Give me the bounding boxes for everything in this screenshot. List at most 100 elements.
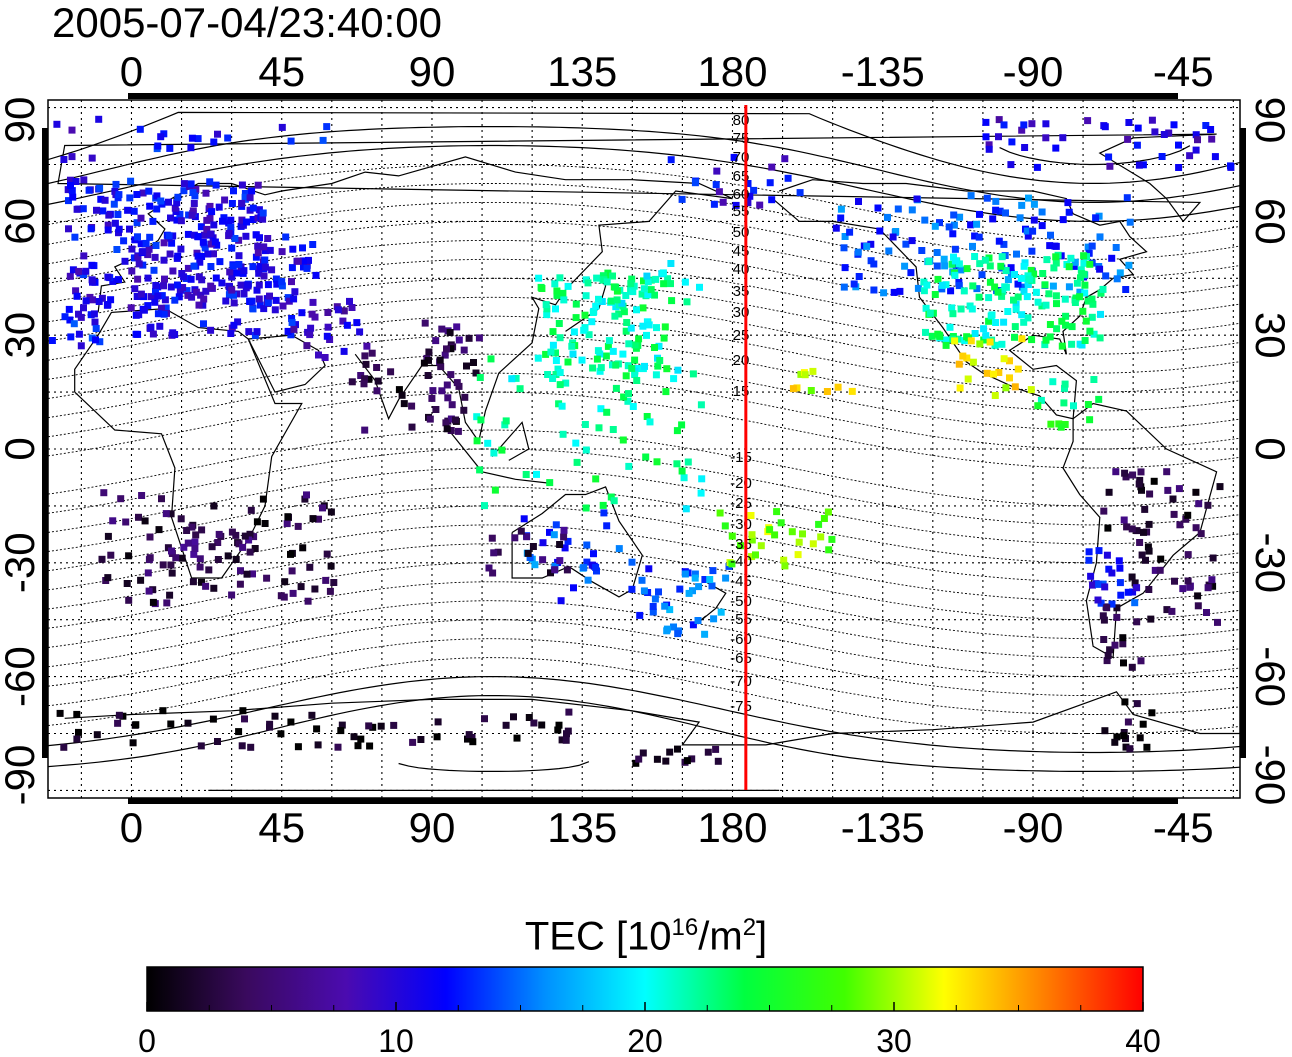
tec-cell [1133, 618, 1141, 626]
colorbar-tick-label: 40 [1125, 1023, 1161, 1057]
tec-cell [644, 291, 652, 299]
tec-cell [1136, 539, 1144, 546]
tec-cell [553, 291, 561, 299]
tec-cell [750, 186, 758, 194]
tec-cell [622, 327, 630, 335]
tec-cell [508, 375, 516, 383]
tec-cell [312, 271, 320, 279]
mag-contour [48, 391, 1240, 469]
tec-cell [166, 591, 174, 599]
tec-cell [942, 341, 950, 349]
tec-cell [846, 228, 854, 236]
tec-cell [1099, 285, 1107, 293]
tec-cell [543, 311, 551, 319]
tec-cell [306, 563, 314, 571]
tec-cell [1020, 287, 1028, 295]
tec-cell [625, 462, 633, 470]
tec-cell [261, 263, 269, 271]
tec-cell [1143, 743, 1151, 751]
tec-cell [283, 520, 291, 528]
contour-label: -60 [730, 631, 752, 648]
tec-cell [756, 201, 764, 209]
tec-cell [651, 595, 659, 603]
tec-cell [975, 293, 983, 301]
tec-cell [60, 743, 68, 751]
x-tick-label-bottom: -135 [841, 804, 925, 851]
tec-cell [551, 280, 559, 288]
tec-cell [127, 177, 135, 185]
tec-cell [1148, 709, 1156, 717]
tec-cell [1194, 592, 1202, 600]
tec-cell [188, 134, 196, 142]
tec-cell [538, 721, 546, 729]
tec-cell [154, 142, 162, 150]
tec-cell [1023, 227, 1031, 235]
tec-cell [1030, 200, 1038, 208]
tec-cell [593, 274, 601, 282]
tec-cell [781, 155, 789, 163]
x-tick-label-bottom: -90 [1003, 804, 1064, 851]
tec-cell [255, 295, 263, 303]
mag-contour [48, 239, 1240, 317]
tec-cell [243, 218, 250, 226]
tec-cell [1133, 141, 1141, 149]
tec-cell [748, 531, 756, 539]
x-tick-label-top: 0 [120, 48, 143, 95]
tec-cell [625, 390, 632, 398]
tec-cell [1024, 232, 1032, 240]
tec-cell [200, 231, 208, 239]
tec-cell [1096, 233, 1104, 241]
tec-cell [443, 425, 451, 433]
tec-cell [1105, 153, 1113, 161]
tec-cell [354, 742, 362, 750]
tec-cell [147, 324, 154, 332]
tec-cell [956, 213, 964, 221]
mag-contour [48, 695, 1240, 772]
tec-cell [443, 345, 450, 353]
tec-cell [1076, 288, 1084, 296]
tec-cell [1041, 281, 1049, 289]
tec-cell [1121, 469, 1129, 477]
tec-cell [559, 289, 567, 297]
tec-cell [68, 153, 76, 161]
tec-cell [264, 235, 272, 242]
tec-cell [1105, 488, 1113, 496]
tec-cell [1090, 330, 1098, 338]
tec-cell [752, 551, 759, 559]
tec-cell [368, 349, 376, 357]
tec-cell [1061, 421, 1069, 428]
tec-cell [1182, 515, 1190, 523]
axis-bars [42, 93, 1246, 804]
tec-cell [472, 369, 480, 377]
tec-cell [1088, 313, 1096, 321]
tec-cell [662, 757, 670, 765]
lat-lon-grid [48, 100, 1240, 798]
tec-cell [1082, 317, 1090, 325]
tec-cell [210, 502, 218, 510]
tec-cell [629, 403, 637, 410]
tec-cell [297, 583, 305, 591]
tec-cell [992, 319, 1000, 326]
tec-cell [89, 296, 97, 304]
tec-cell [139, 261, 147, 269]
y-tick-label-left: -90 [0, 745, 43, 806]
tec-cell [1208, 135, 1216, 143]
tec-cell [157, 197, 165, 205]
tec-cell [673, 460, 681, 468]
tec-cell [162, 510, 170, 518]
tec-cell [1128, 663, 1136, 671]
tec-cell [963, 354, 971, 362]
tec-cell [995, 369, 1003, 376]
tec-cell [938, 281, 946, 289]
tec-cell [1122, 286, 1130, 293]
tec-cell [642, 453, 650, 461]
tec-cell [348, 378, 356, 386]
tec-cell [339, 317, 347, 325]
tec-cell [190, 200, 198, 207]
tec-cell [227, 330, 235, 337]
tec-cell [350, 733, 358, 741]
tec-cell [555, 721, 563, 729]
tec-cell [664, 275, 672, 283]
tec-cell [627, 280, 635, 288]
tec-cell [151, 253, 159, 261]
